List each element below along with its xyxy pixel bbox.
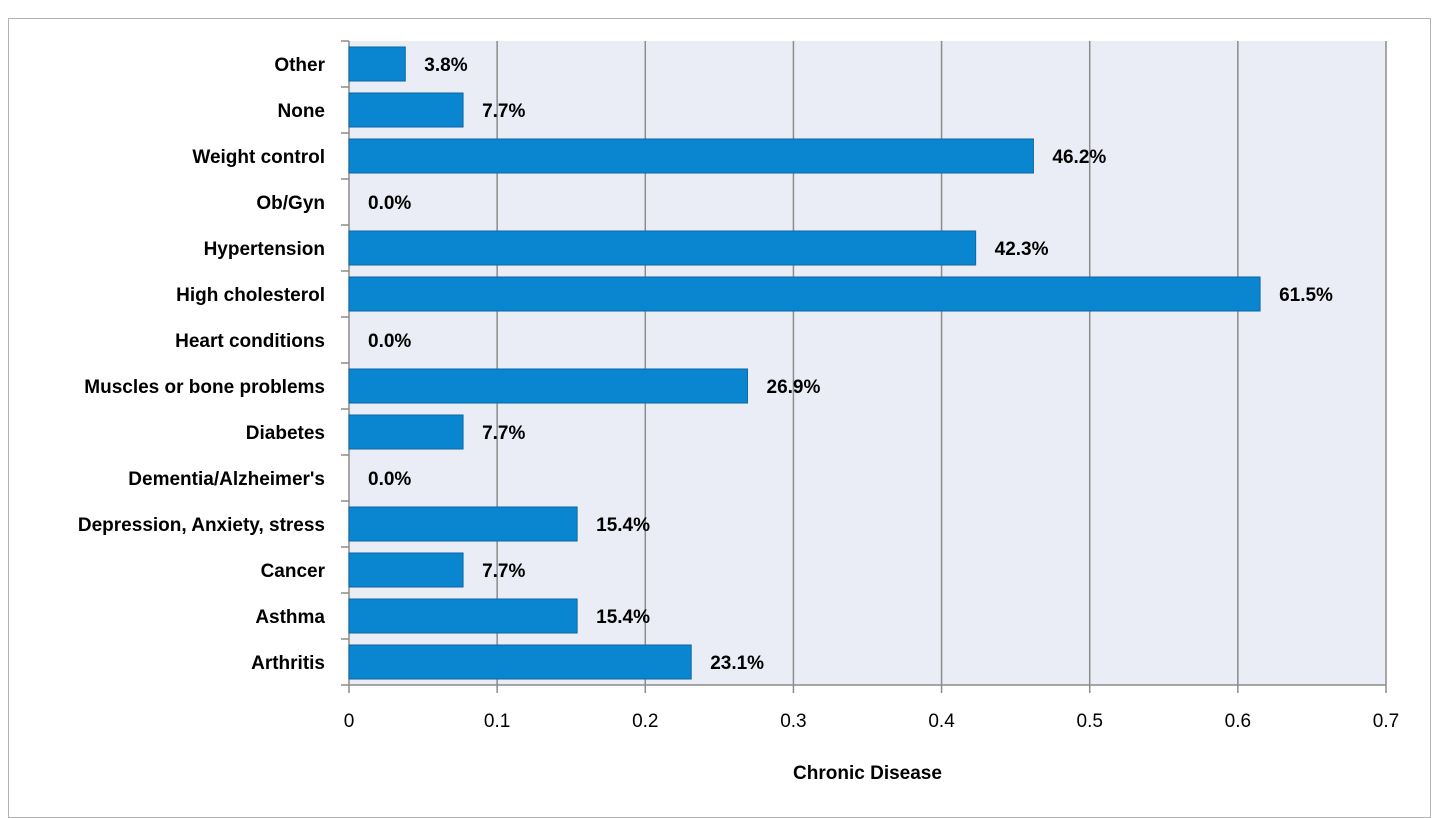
data-label: 7.7% [482,561,525,582]
bar [348,92,464,128]
category-label: Other [274,55,325,76]
bar [348,598,578,634]
data-label: 46.2% [1052,147,1106,168]
category-label: Dementia/Alzheimer's [128,469,325,490]
x-tick-label: 0.4 [928,711,955,732]
category-label: Ob/Gyn [256,193,325,214]
category-label: Muscles or bone problems [84,377,325,398]
x-tick-label: 0.3 [780,711,806,732]
data-label: 42.3% [995,239,1049,260]
x-tick-label: 0.5 [1077,711,1103,732]
category-label: Arthritis [251,653,325,674]
data-label: 15.4% [596,607,650,628]
category-label: Heart conditions [175,331,325,352]
plot-area [349,41,1386,685]
data-label: 3.8% [424,55,467,76]
bar [348,368,749,404]
category-label: Cancer [261,561,326,582]
x-axis-title: Chronic Disease [793,763,942,784]
data-label: 7.7% [482,101,525,122]
data-label: 0.0% [368,331,411,352]
category-label: Hypertension [204,239,325,260]
category-label: High cholesterol [176,285,325,306]
data-label: 61.5% [1279,285,1333,306]
bar [348,644,692,680]
category-label: Diabetes [246,423,325,444]
category-label: Weight control [192,147,325,168]
x-tick-label: 0.6 [1225,711,1251,732]
category-label: Asthma [255,607,325,628]
bar-chart: 0 0.1 0.2 0.3 0.4 0.5 0.6 0.7 Arthritis 23.1% Asth… [78,40,1399,784]
data-label: 15.4% [596,515,650,536]
x-tick-label: 0.1 [484,711,510,732]
labels: 0 0.1 0.2 0.3 0.4 0.5 0.6 0.7 Arthritis 23.1% Asth… [78,55,1399,732]
data-label: 0.0% [368,193,411,214]
category-label: Depression, Anxiety, stress [78,515,325,536]
x-tick-label: 0.7 [1373,711,1399,732]
data-label: 7.7% [482,423,525,444]
bar [348,414,464,450]
data-label: 23.1% [710,653,764,674]
bar [348,230,977,266]
bar [348,138,1034,174]
bar [348,552,464,588]
category-label: None [278,101,326,122]
bar [348,46,406,82]
bars [348,46,1261,680]
x-tick-label: 0 [344,711,355,732]
data-label: 0.0% [368,469,411,490]
bar [348,506,578,542]
data-label: 26.9% [767,377,821,398]
x-tick-label: 0.2 [632,711,658,732]
bar [348,276,1261,312]
chart-frame: 0 0.1 0.2 0.3 0.4 0.5 0.6 0.7 Arthritis 23.1% Asth… [8,18,1431,818]
